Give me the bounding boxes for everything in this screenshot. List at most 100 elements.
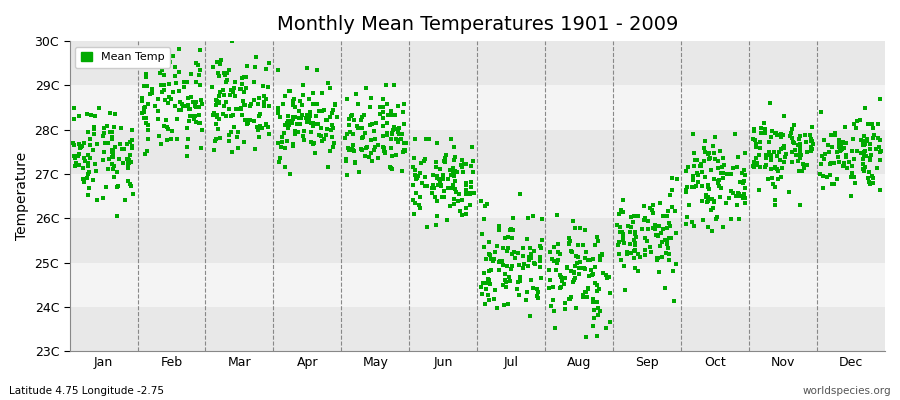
Point	[391, 103, 405, 110]
Point	[145, 90, 159, 96]
Point	[141, 127, 156, 134]
Point	[428, 164, 443, 170]
Point	[824, 132, 838, 138]
Point	[326, 144, 340, 150]
Point	[687, 163, 701, 169]
Point	[345, 146, 359, 152]
Point	[343, 129, 357, 135]
Point	[568, 275, 582, 281]
Point	[447, 167, 462, 174]
Point	[444, 136, 458, 142]
Point	[323, 85, 338, 91]
Point	[524, 277, 538, 283]
Point	[482, 297, 496, 303]
Point	[293, 121, 308, 127]
Point	[172, 107, 186, 113]
Point	[96, 125, 111, 132]
Point	[765, 127, 779, 134]
Point	[219, 98, 233, 105]
Point	[285, 142, 300, 149]
Point	[768, 164, 782, 170]
Point	[164, 136, 178, 142]
Point	[183, 106, 197, 112]
Point	[274, 134, 289, 140]
Point	[308, 150, 322, 156]
Point	[278, 164, 293, 170]
Point	[546, 244, 561, 250]
Point	[873, 148, 887, 155]
Point	[764, 175, 778, 181]
Point	[258, 121, 273, 127]
Point	[351, 101, 365, 108]
Point	[863, 141, 878, 147]
Point	[710, 178, 724, 184]
Point	[564, 268, 579, 274]
Point	[347, 159, 362, 166]
Point	[716, 224, 730, 230]
Point	[628, 265, 643, 271]
Point	[278, 92, 293, 99]
Point	[568, 224, 582, 231]
Point	[553, 250, 567, 257]
Point	[389, 136, 403, 143]
Point	[530, 295, 544, 301]
Point	[302, 109, 317, 115]
Point	[814, 161, 828, 167]
Point	[418, 174, 432, 180]
Point	[792, 136, 806, 142]
Point	[148, 103, 162, 109]
Point	[139, 71, 153, 78]
Point	[259, 96, 274, 102]
Point	[499, 279, 513, 285]
Point	[67, 152, 81, 159]
Point	[763, 152, 778, 158]
Point	[315, 107, 329, 114]
Point	[661, 244, 675, 251]
Point	[792, 132, 806, 139]
Point	[690, 179, 705, 186]
Point	[759, 162, 773, 168]
Point	[774, 173, 788, 180]
Point	[754, 130, 769, 136]
Point	[397, 121, 411, 127]
Point	[283, 88, 297, 94]
Point	[626, 255, 641, 262]
Point	[577, 265, 591, 272]
Point	[782, 188, 796, 195]
Point	[140, 122, 155, 128]
Point	[651, 255, 665, 262]
Point	[583, 256, 598, 263]
Point	[585, 272, 599, 278]
Point	[800, 149, 814, 155]
Point	[804, 145, 818, 151]
Point	[832, 141, 846, 148]
Point	[701, 194, 716, 200]
Point	[850, 118, 864, 124]
Point	[614, 256, 628, 263]
Point	[153, 82, 167, 89]
Point	[658, 237, 672, 243]
Point	[475, 291, 490, 297]
Point	[630, 212, 644, 219]
Point	[397, 100, 411, 107]
Point	[856, 138, 870, 144]
Point	[662, 251, 676, 257]
Point	[256, 83, 270, 90]
Point	[763, 157, 778, 163]
Point	[707, 150, 722, 156]
Point	[162, 59, 176, 65]
Point	[125, 144, 140, 151]
Point	[631, 213, 645, 220]
Point	[71, 141, 86, 147]
Point	[194, 127, 209, 133]
Point	[757, 120, 771, 127]
Point	[219, 113, 233, 120]
Point	[543, 276, 557, 283]
Point	[209, 121, 223, 128]
Point	[320, 164, 335, 170]
Point	[647, 221, 662, 228]
Point	[392, 131, 407, 137]
Point	[406, 164, 420, 170]
Point	[139, 115, 153, 122]
Point	[107, 173, 122, 180]
